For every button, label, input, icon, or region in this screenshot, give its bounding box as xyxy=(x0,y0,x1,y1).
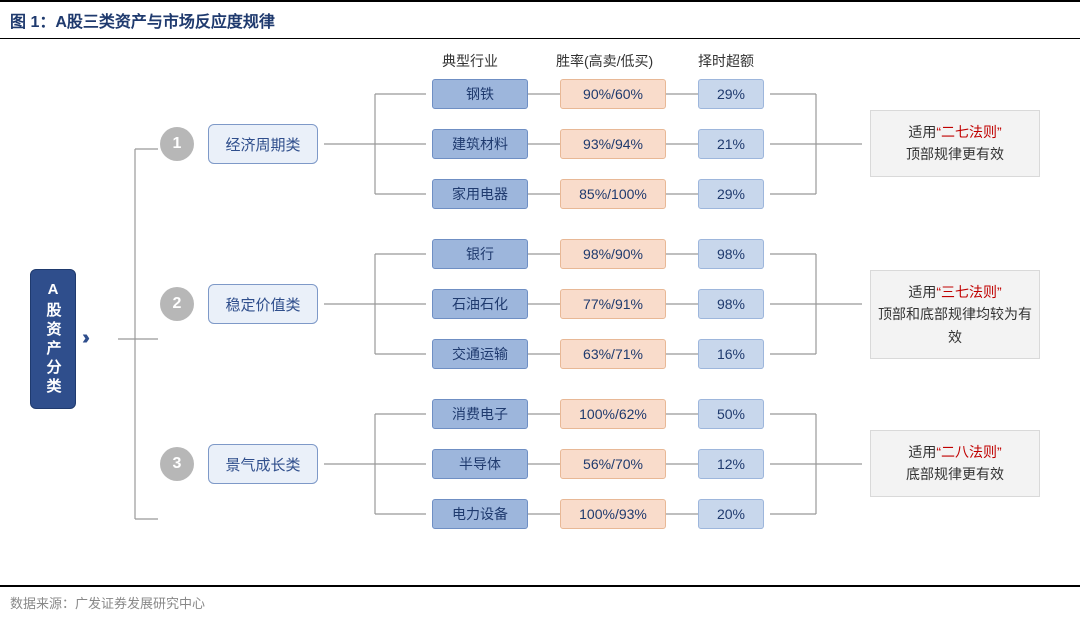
col-header-industry: 典型行业 xyxy=(442,51,498,71)
excess-box: 98% xyxy=(698,289,764,319)
winrate-box: 63%/71% xyxy=(560,339,666,369)
industry-box: 电力设备 xyxy=(432,499,528,529)
excess-box: 21% xyxy=(698,129,764,159)
industry-box: 钢铁 xyxy=(432,79,528,109)
category-box: 稳定价值类 xyxy=(208,284,318,324)
excess-box: 29% xyxy=(698,79,764,109)
winrate-box: 77%/91% xyxy=(560,289,666,319)
excess-box: 20% xyxy=(698,499,764,529)
rule-box: 适用“二八法则” 底部规律更有效 xyxy=(870,430,1040,497)
col-header-excess: 择时超额 xyxy=(698,51,754,71)
category-number: 3 xyxy=(160,447,194,481)
data-source: 数据来源：广发证券发展研究中心 xyxy=(0,587,1080,618)
rule-highlight: “三七法则” xyxy=(936,284,1001,300)
col-header-winrate: 胜率(高卖/低买) xyxy=(556,51,653,71)
excess-box: 29% xyxy=(698,179,764,209)
category-box: 经济周期类 xyxy=(208,124,318,164)
industry-box: 建筑材料 xyxy=(432,129,528,159)
rule-highlight: “二七法则” xyxy=(936,124,1001,140)
figure-title: 图 1：A股三类资产与市场反应度规律 xyxy=(0,0,1080,39)
excess-box: 98% xyxy=(698,239,764,269)
winrate-box: 85%/100% xyxy=(560,179,666,209)
industry-box: 家用电器 xyxy=(432,179,528,209)
rule-box: 适用“三七法则” 顶部和底部规律均较为有效 xyxy=(870,270,1040,359)
rule-suffix: 底部规律更有效 xyxy=(906,466,1004,482)
excess-box: 12% xyxy=(698,449,764,479)
industry-box: 银行 xyxy=(432,239,528,269)
winrate-box: 100%/93% xyxy=(560,499,666,529)
rule-prefix: 适用 xyxy=(908,444,936,460)
category-number: 1 xyxy=(160,127,194,161)
rule-prefix: 适用 xyxy=(908,284,936,300)
category-number: 2 xyxy=(160,287,194,321)
excess-box: 16% xyxy=(698,339,764,369)
category-box: 景气成长类 xyxy=(208,444,318,484)
winrate-box: 98%/90% xyxy=(560,239,666,269)
excess-box: 50% xyxy=(698,399,764,429)
chevron-right-icon: ››› xyxy=(82,327,84,350)
rule-suffix: 顶部规律更有效 xyxy=(906,146,1004,162)
diagram-canvas: A股资产分类 ››› 典型行业 胜率(高卖/低买) 择时超额 1 经济周期类 钢铁 9… xyxy=(0,39,1080,579)
industry-box: 交通运输 xyxy=(432,339,528,369)
rule-suffix: 顶部和底部规律均较为有效 xyxy=(878,306,1032,344)
rule-highlight: “二八法则” xyxy=(936,444,1001,460)
winrate-box: 90%/60% xyxy=(560,79,666,109)
industry-box: 消费电子 xyxy=(432,399,528,429)
root-node: A股资产分类 xyxy=(30,269,76,409)
winrate-box: 93%/94% xyxy=(560,129,666,159)
rule-box: 适用“二七法则” 顶部规律更有效 xyxy=(870,110,1040,177)
industry-box: 石油石化 xyxy=(432,289,528,319)
rule-prefix: 适用 xyxy=(908,124,936,140)
winrate-box: 56%/70% xyxy=(560,449,666,479)
industry-box: 半导体 xyxy=(432,449,528,479)
winrate-box: 100%/62% xyxy=(560,399,666,429)
